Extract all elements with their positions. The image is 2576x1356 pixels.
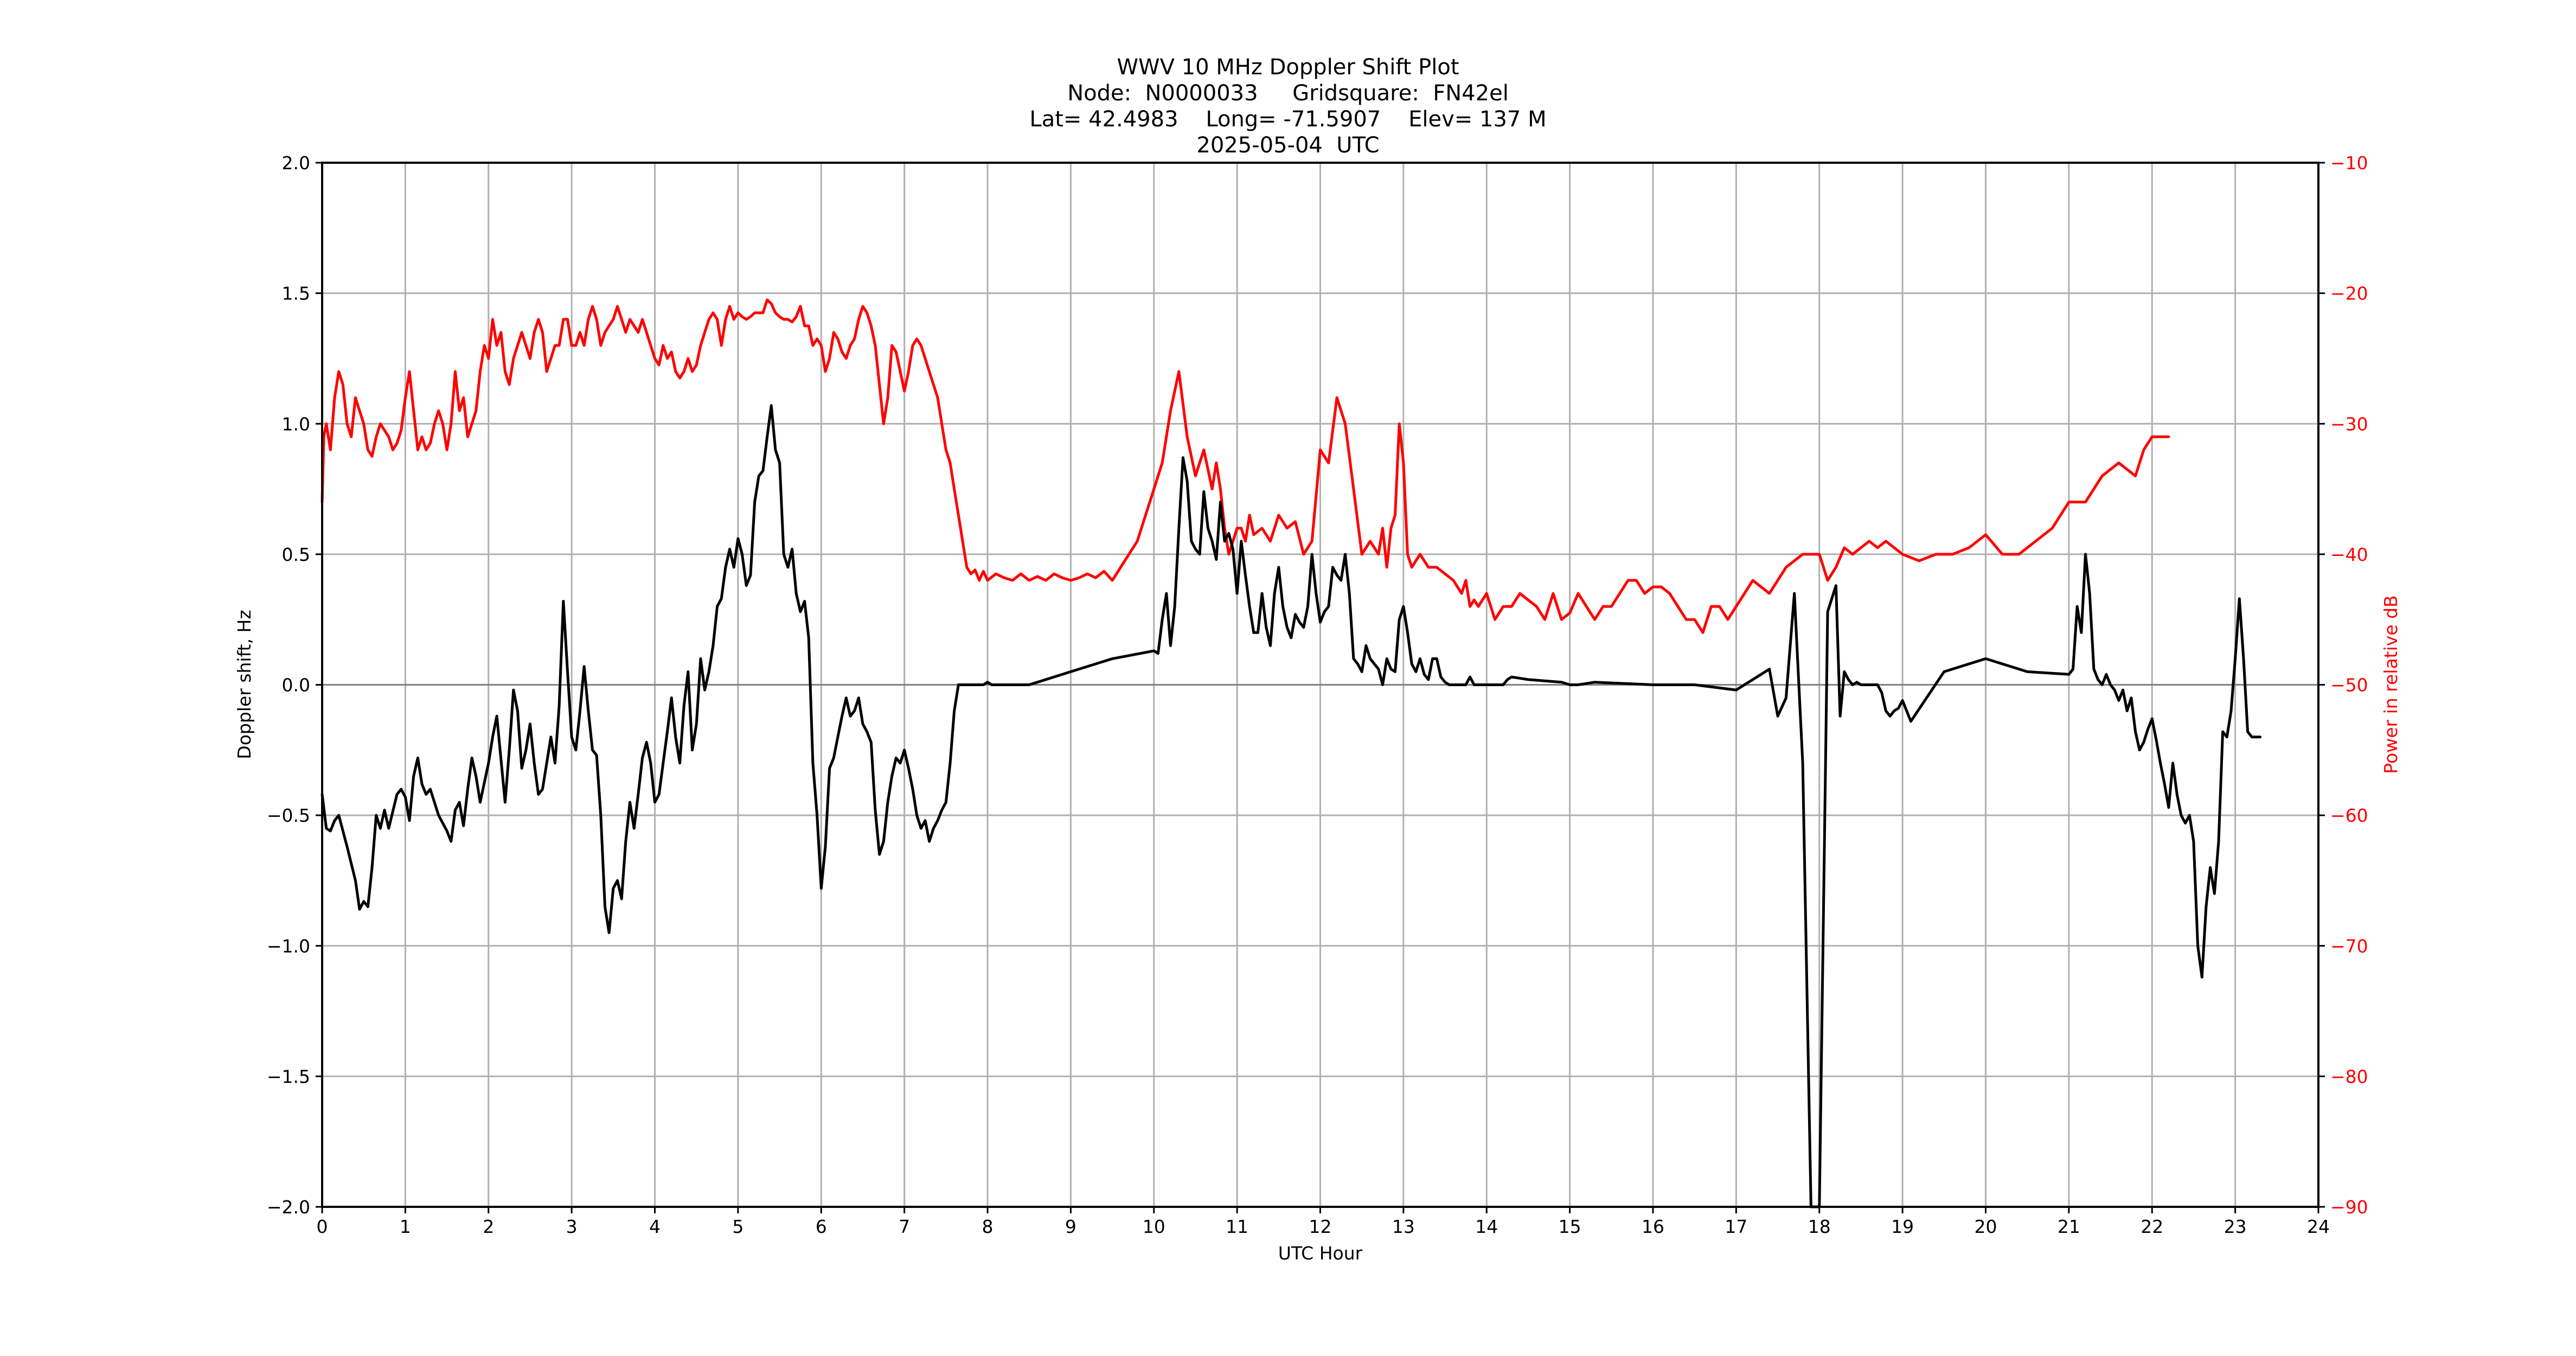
doppler-line [321,404,2262,1208]
chart-subtitle-node: Node: N0000033 Gridsquare: FN42el [1067,81,1509,106]
x-tick-label: 4 [649,1216,661,1237]
y2-tick-label: −50 [2330,675,2368,696]
x-tick-label: 13 [1392,1216,1415,1237]
power-line [321,298,2170,634]
x-tick-label: 8 [982,1216,994,1237]
y-tick-label: −2.0 [267,1197,310,1218]
x-tick-label: 6 [816,1216,827,1237]
x-tick-label: 0 [317,1216,328,1237]
y2-axis-label: Power in relative dB [2380,595,2401,773]
x-tick-label: 12 [1309,1216,1332,1237]
x-tick-label: 2 [483,1216,494,1237]
x-tick-label: 7 [899,1216,910,1237]
x-tick-label: 1 [400,1216,411,1237]
y-tick-label: 0.5 [282,544,310,565]
y-axis-ticks: 2.0 1.5 1.0 0.5 0.0 −0.5 −1.0 −1.5 −2.0 [267,152,322,1218]
chart-title: WWV 10 MHz Doppler Shift Plot [1117,55,1459,80]
x-tick-label: 16 [1642,1216,1664,1237]
y-tick-label: 1.0 [282,413,310,434]
y2-tick-label: −80 [2330,1066,2368,1087]
x-tick-label: 20 [1975,1216,1997,1237]
chart-title-block: WWV 10 MHz Doppler Shift Plot Node: N000… [0,54,2576,158]
x-tick-label: 14 [1475,1216,1498,1237]
y-tick-label: −1.5 [267,1066,310,1087]
x-axis-label: UTC Hour [1278,1243,1363,1264]
x-tick-label: 23 [2224,1216,2247,1237]
x-tick-label: 9 [1065,1216,1076,1237]
y2-tick-label: −40 [2330,544,2368,565]
x-tick-label: 19 [1891,1216,1914,1237]
x-tick-label: 5 [732,1216,744,1237]
y-tick-label: −0.5 [267,805,310,826]
y2-axis-ticks: −10 −20 −30 −40 −50 −60 −70 −80 −90 [2318,152,2368,1218]
x-tick-label: 10 [1143,1216,1165,1237]
chart-subtitle-location: Lat= 42.4983 Long= -71.5907 Elev= 137 M [1029,107,1547,132]
grid-lines [322,163,2318,1207]
y-tick-label: −1.0 [267,936,310,957]
x-axis-ticks: 0 1 2 3 4 5 6 7 8 9 10 11 12 13 14 15 16 17 18 19 20 21 22 23 24 [317,1207,2330,1237]
y2-tick-label: −90 [2330,1197,2368,1218]
x-tick-label: 17 [1725,1216,1747,1237]
y-tick-label: 2.0 [282,152,310,174]
x-tick-label: 18 [1808,1216,1831,1237]
y2-tick-label: −30 [2330,413,2368,434]
x-tick-label: 3 [566,1216,578,1237]
y2-tick-label: −10 [2330,152,2368,174]
chart-subtitle-date: 2025-05-04 UTC [1196,133,1380,158]
x-tick-label: 11 [1226,1216,1248,1237]
y2-tick-label: −70 [2330,936,2368,957]
y2-tick-label: −60 [2330,805,2368,826]
power-series [321,298,2170,634]
x-tick-label: 15 [1559,1216,1581,1237]
y-axis-label: Doppler shift, Hz [234,610,255,759]
y-tick-label: 1.5 [282,283,310,304]
y-tick-label: 0.0 [282,675,310,696]
doppler-series [321,404,2262,1208]
x-tick-label: 24 [2307,1216,2330,1237]
x-tick-label: 22 [2141,1216,2163,1237]
x-tick-label: 21 [2058,1216,2080,1237]
y2-tick-label: −20 [2330,283,2368,304]
